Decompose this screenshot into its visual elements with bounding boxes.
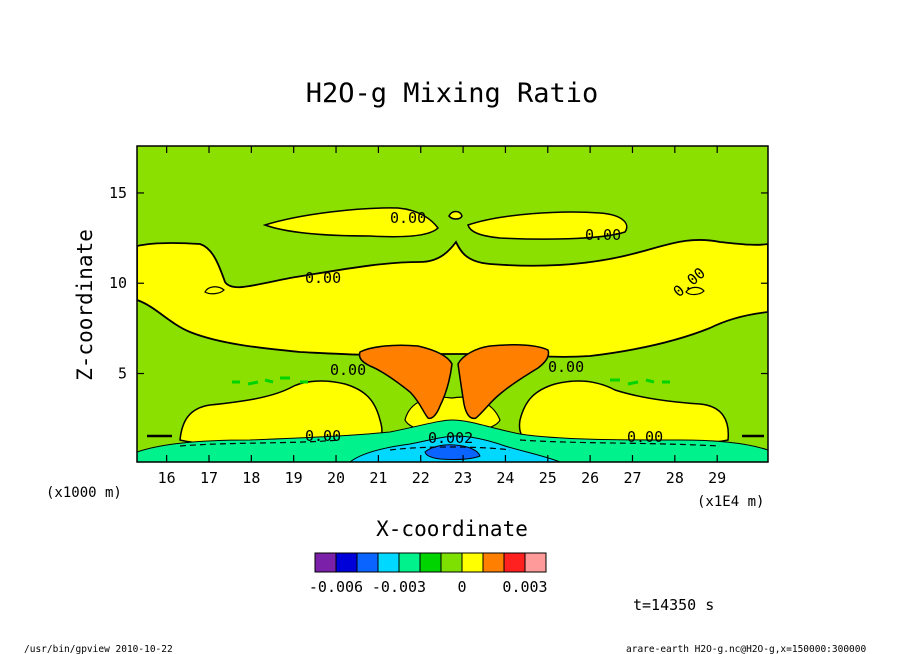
colorbar-tick-label: 0 bbox=[457, 578, 466, 596]
contour-label: 0.00 bbox=[548, 358, 584, 376]
colorbar-cell bbox=[314, 552, 337, 573]
x-axis-title: X-coordinate bbox=[376, 517, 528, 541]
contour-label: 0.00 bbox=[305, 427, 341, 445]
contour-label: 0.00 bbox=[585, 226, 621, 244]
upper-moist-band-right bbox=[467, 211, 628, 240]
dashed-negative-contours bbox=[179, 439, 721, 451]
x-tick-label: 16 bbox=[158, 469, 176, 487]
x-axis-unit: (x1E4 m) bbox=[697, 494, 764, 510]
colorbar-cell bbox=[398, 552, 421, 573]
x-tick-label: 22 bbox=[412, 469, 430, 487]
colorbar-cell bbox=[356, 552, 379, 573]
right-plume bbox=[457, 344, 550, 420]
y-axis-title: Z-coordinate bbox=[73, 229, 97, 381]
colorbar-cell bbox=[419, 552, 442, 573]
footer-right: arare-earth_H2O-g.nc@H2O-g,x=150000:3000… bbox=[626, 644, 866, 654]
colorbar-cell bbox=[461, 552, 484, 573]
green-specks-left bbox=[232, 376, 308, 386]
upper-moist-band-left bbox=[262, 207, 439, 238]
x-tick-label: 19 bbox=[285, 469, 303, 487]
y-axis-ticks: 5 10 15 bbox=[109, 184, 768, 383]
contour-label: 0.00 bbox=[305, 269, 341, 287]
left-wing-patch bbox=[204, 286, 225, 295]
y-tick-label: 10 bbox=[109, 274, 127, 292]
x-tick-label: 26 bbox=[581, 469, 599, 487]
colorbar-cell bbox=[524, 552, 547, 573]
contour-label: 0.00 bbox=[330, 361, 366, 379]
x-tick-label: 27 bbox=[623, 469, 641, 487]
contour-labels: 0.00 0.00 0.00 0.00 0.00 0.00 0.00 0.00 … bbox=[305, 209, 709, 447]
y-axis-unit: (x1000 m) bbox=[46, 485, 122, 501]
contour-label: 0.00 bbox=[627, 428, 663, 446]
green-specks-right bbox=[610, 378, 670, 386]
x-tick-label: 28 bbox=[666, 469, 684, 487]
x-tick-label: 21 bbox=[369, 469, 387, 487]
y-tick-label: 15 bbox=[109, 184, 127, 202]
footer-left: /usr/bin/gpview 2010-10-22 bbox=[24, 644, 173, 654]
x-tick-label: 18 bbox=[242, 469, 260, 487]
time-label: t=14350 s bbox=[633, 596, 714, 614]
colorbar-cell bbox=[377, 552, 400, 573]
left-plume bbox=[358, 344, 453, 420]
x-tick-label: 29 bbox=[708, 469, 726, 487]
x-tick-label: 24 bbox=[496, 469, 514, 487]
colorbar-cell bbox=[440, 552, 463, 573]
colorbar-tick-label: -0.003 bbox=[372, 578, 426, 596]
contour-label: 0.002 bbox=[428, 429, 473, 447]
colorbar bbox=[314, 552, 547, 573]
colorbar-tick-label: 0.003 bbox=[502, 578, 547, 596]
y-tick-label: 5 bbox=[118, 365, 127, 383]
contour-label: 0.00 bbox=[390, 209, 426, 227]
plot-frame bbox=[136, 145, 769, 463]
x-tick-label: 23 bbox=[454, 469, 472, 487]
contour-field bbox=[137, 146, 768, 462]
x-tick-label: 17 bbox=[200, 469, 218, 487]
colorbar-tick-labels: -0.006 -0.003 0 0.003 bbox=[309, 578, 548, 596]
right-wing-patch bbox=[685, 286, 705, 296]
surface-blue-cell bbox=[424, 444, 481, 461]
colorbar-tick-label: -0.006 bbox=[309, 578, 363, 596]
upper-moist-blob bbox=[448, 210, 463, 220]
x-tick-label: 20 bbox=[327, 469, 345, 487]
chart-title: H2O-g Mixing Ratio bbox=[306, 78, 599, 109]
colorbar-cell bbox=[335, 552, 358, 573]
colorbar-cell bbox=[482, 552, 505, 573]
colorbar-cell bbox=[503, 552, 526, 573]
main-moist-layer bbox=[137, 239, 768, 358]
x-axis-ticks: 16 17 18 19 20 21 22 23 24 25 26 27 28 29 bbox=[158, 146, 726, 487]
x-tick-label: 25 bbox=[539, 469, 557, 487]
